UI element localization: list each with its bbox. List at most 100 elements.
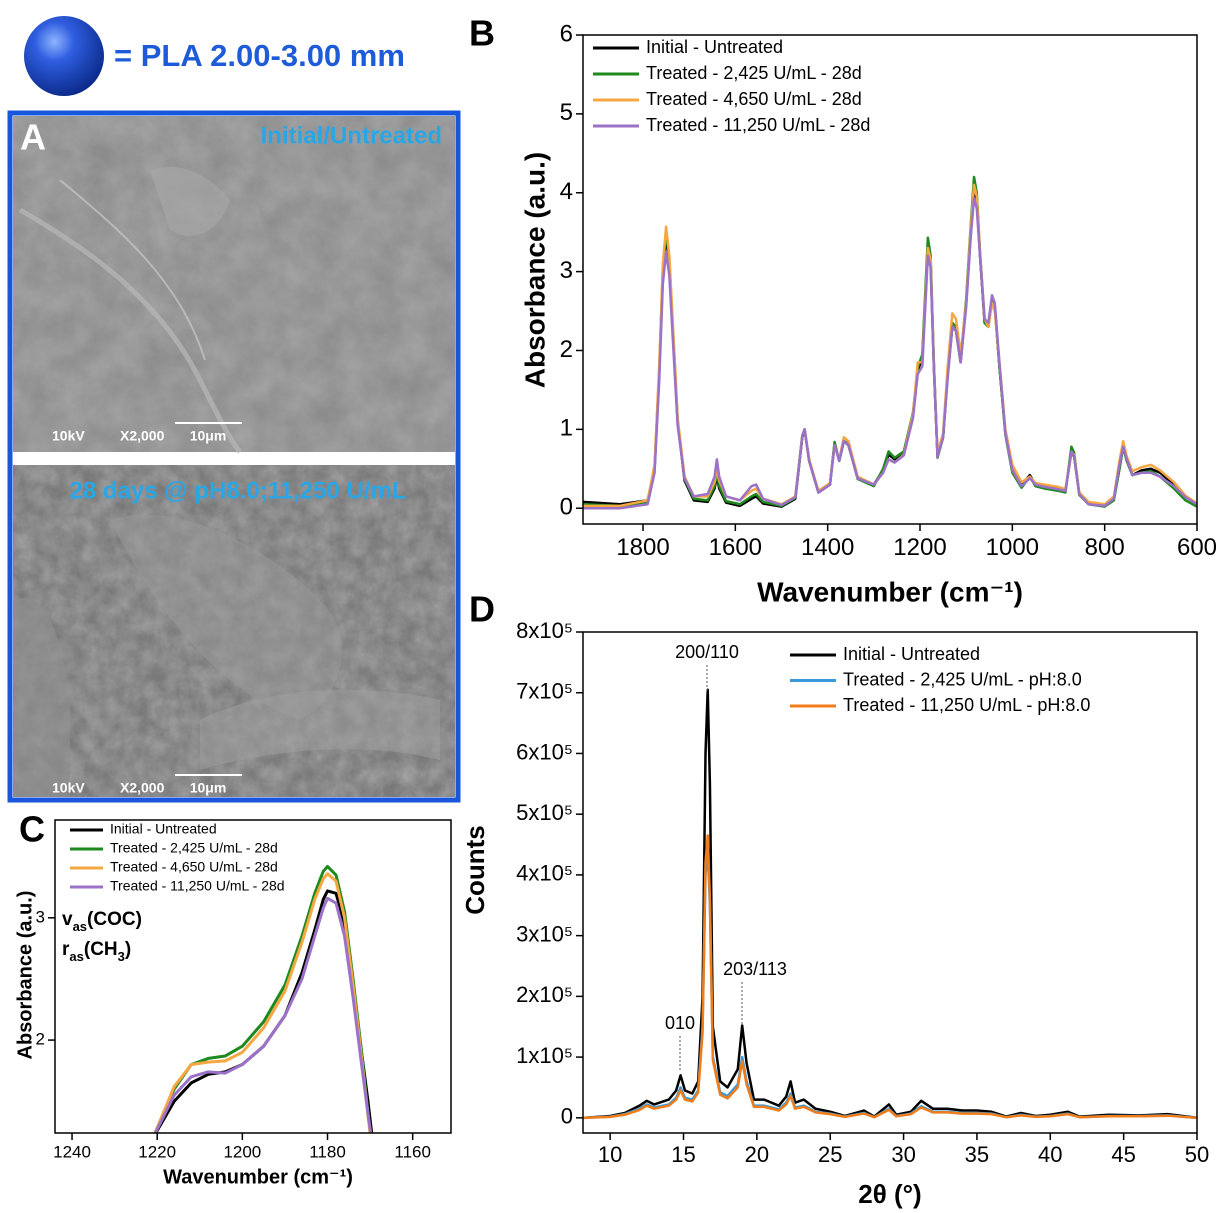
- annotation-part: (CH: [84, 939, 118, 960]
- sem-flake: [13, 598, 70, 797]
- x-tick-label: 1600: [709, 534, 762, 561]
- plot-area: [153, 864, 374, 1133]
- x-tick-label: 1220: [138, 1142, 176, 1161]
- sem-fiber: [59, 179, 206, 361]
- x-tick-label: 1240: [53, 1142, 91, 1161]
- image-caption: 28 days @ pH8.0;11,250 U/mL: [70, 477, 407, 504]
- legend-label: Treated - 2,425 U/mL - 28d: [110, 840, 278, 856]
- x-tick-label: 1200: [223, 1142, 261, 1161]
- legend-label: Treated - 11,250 U/mL - pH:8.0: [843, 695, 1090, 715]
- chart: C 1240 1220 1200 1180 1160 2 3 Wavenumber (cm⁻¹)…: [14, 809, 452, 1188]
- kv: 10kV: [52, 428, 85, 444]
- annotation-part: (COC): [87, 909, 142, 930]
- series-line: [583, 688, 1197, 1120]
- y-tick-label: 6x10⁵: [516, 739, 573, 764]
- y-tick-label: 0: [560, 494, 573, 521]
- image-caption: Initial/Untreated: [261, 122, 442, 149]
- series-line: [583, 834, 1197, 1120]
- panel-label: D: [469, 589, 495, 630]
- annotation-part: as: [69, 949, 83, 964]
- y-tick-label: 6: [560, 20, 573, 47]
- legend-label: Initial - Untreated: [110, 821, 217, 837]
- y-tick-label: 4: [560, 178, 573, 205]
- legend-label: Treated - 11,250 U/mL - 28d: [110, 878, 285, 894]
- x-tick-label: 35: [965, 1142, 989, 1167]
- mag: X2,000: [120, 428, 165, 444]
- y-axis-label: Absorbance (a.u.): [519, 152, 550, 388]
- x-tick-label: 25: [818, 1142, 842, 1167]
- x-tick-label: 40: [1038, 1142, 1062, 1167]
- y-tick-label: 0: [561, 1104, 573, 1129]
- pla-sphere: [24, 16, 104, 96]
- x-axis-label: 2θ (°): [858, 1179, 921, 1209]
- x-tick-label: 15: [671, 1142, 695, 1167]
- annotation-part: as: [73, 919, 87, 934]
- sem-flake: [110, 514, 342, 720]
- annotation: ras(CH3): [62, 939, 131, 964]
- y-tick-label: 7x10⁵: [516, 679, 573, 704]
- x-tick-label: 1180: [309, 1142, 346, 1161]
- x-tick-label: 10: [598, 1142, 622, 1167]
- y-tick-label: 5: [560, 99, 573, 126]
- legend-label: Treated - 11,250 U/mL - 28d: [646, 115, 870, 135]
- legend-label: Initial - Untreated: [646, 37, 783, 57]
- chart: D 10 15 20 25 30 35 40 45 50 0 1x10⁵ 2x10⁵ 3x10⁵ 4x10⁵…: [460, 589, 1209, 1209]
- y-tick-label: 3: [36, 907, 45, 926]
- legend-label: Treated - 2,425 U/mL - pH:8.0: [843, 669, 1082, 689]
- y-tick-label: 5x10⁵: [516, 800, 573, 825]
- mag: X2,000: [120, 780, 165, 796]
- axis-frame: [54, 819, 452, 1134]
- x-axis-label: Wavenumber (cm⁻¹): [757, 576, 1023, 607]
- plot-area: [583, 175, 1197, 510]
- x-tick-label: 1160: [394, 1142, 431, 1161]
- y-tick-label: 3x10⁵: [516, 921, 573, 946]
- annotation-part: 3: [118, 949, 125, 964]
- y-tick-label: 3: [560, 257, 573, 284]
- annotation-part: ): [125, 939, 131, 960]
- annotation-part: r: [62, 939, 70, 960]
- y-tick-label: 1x10⁵: [516, 1043, 573, 1068]
- y-tick-label: 1: [560, 415, 573, 442]
- panel-label: B: [469, 13, 495, 54]
- panel-label: A: [20, 117, 46, 158]
- sem-texture: [13, 116, 455, 452]
- y-axis-label: Absorbance (a.u.): [14, 891, 36, 1060]
- axis-frame: [582, 34, 1198, 525]
- x-tick-label: 45: [1111, 1142, 1135, 1167]
- x-tick-label: 1800: [616, 534, 669, 561]
- panel-label: C: [19, 809, 45, 850]
- x-tick-label: 1400: [801, 534, 854, 561]
- y-tick-label: 2: [36, 1030, 45, 1049]
- sem-flake: [200, 689, 440, 770]
- annotation-part: v: [62, 909, 73, 930]
- x-tick-label: 800: [1085, 534, 1125, 561]
- legend-label: Treated - 4,650 U/mL - 28d: [646, 89, 862, 109]
- series-line: [583, 849, 1197, 1120]
- scale-info: 10kV X2,000 10μm 10kV X2,000 10μm: [52, 422, 242, 796]
- legend-label: Treated - 2,425 U/mL - 28d: [646, 63, 862, 83]
- scale: 10μm: [190, 780, 227, 796]
- annotation: 203/113: [723, 959, 787, 979]
- chart: B 1800 1600 1400 1200 1000 800 600 0 1 2 3 4 5 6 Wavenu…: [469, 13, 1217, 608]
- kv: 10kV: [52, 780, 85, 796]
- annotation: 200/110: [675, 642, 739, 662]
- sem-flake: [150, 166, 230, 236]
- x-tick-label: 20: [745, 1142, 769, 1167]
- y-tick-label: 8x10⁵: [516, 618, 573, 643]
- x-tick-label: 50: [1185, 1142, 1209, 1167]
- x-tick-label: 600: [1177, 534, 1217, 561]
- x-tick-label: 1200: [893, 534, 946, 561]
- plot-area: [583, 688, 1197, 1120]
- axis-frame: [582, 631, 1198, 1134]
- series-line: [583, 183, 1197, 508]
- x-axis-label: Wavenumber (cm⁻¹): [163, 1166, 353, 1188]
- series-line: [154, 889, 374, 1133]
- legend-label: Treated - 4,650 U/mL - 28d: [110, 859, 278, 875]
- y-axis-label: Counts: [460, 825, 490, 915]
- header: = PLA 2.00-3.00 mm: [114, 38, 405, 73]
- scale: 10μm: [190, 428, 227, 444]
- x-tick-label: 1000: [986, 534, 1039, 561]
- y-tick-label: 4x10⁵: [516, 861, 573, 886]
- legend-label: Initial - Untreated: [843, 644, 980, 664]
